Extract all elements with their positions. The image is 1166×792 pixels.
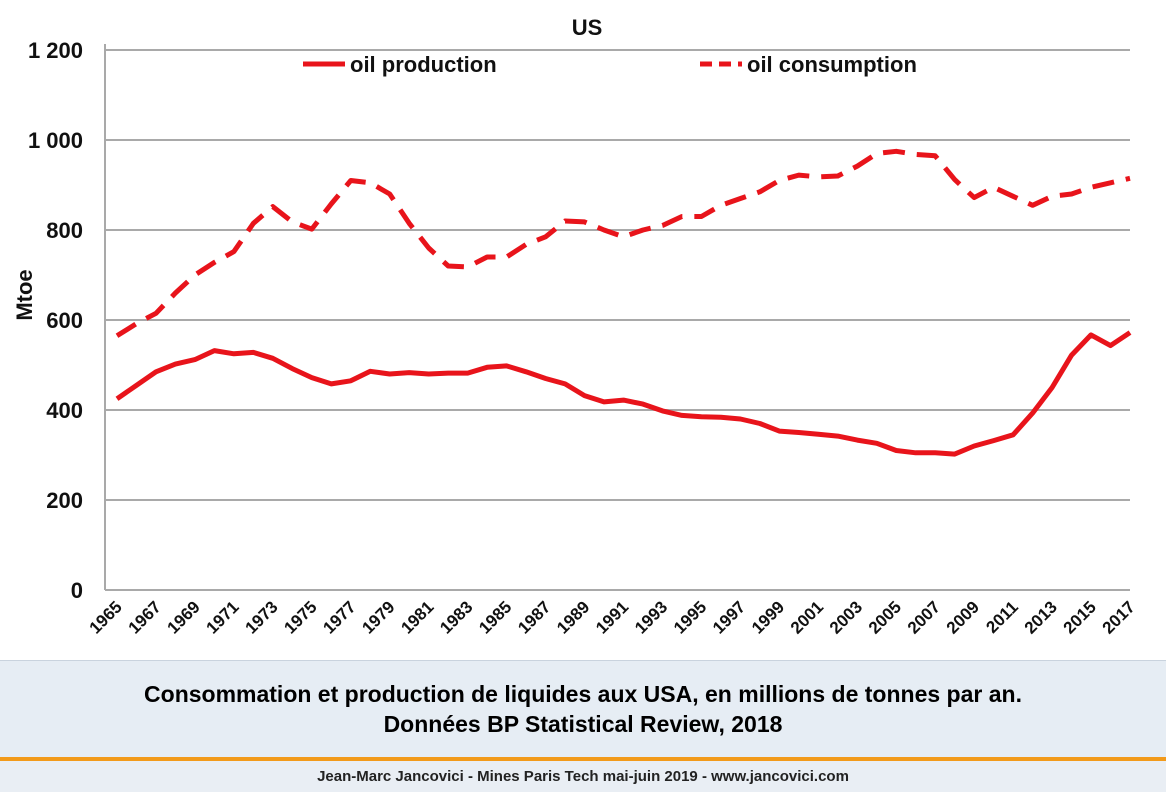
caption-line-2: Données BP Statistical Review, 2018 xyxy=(383,711,783,737)
footer-credit: Jean-Marc Jancovici - Mines Paris Tech m… xyxy=(0,761,1166,792)
x-tick-label: 1987 xyxy=(514,597,554,637)
x-tick-label: 2005 xyxy=(865,597,905,637)
series-line-oil-production xyxy=(115,330,1132,457)
x-tick-label: 1975 xyxy=(280,597,320,637)
y-tick-label: 0 xyxy=(71,578,83,603)
caption-line-1: Consommation et production de liquides a… xyxy=(144,681,1022,707)
x-tick-label: 1983 xyxy=(436,597,476,637)
x-tick-label: 1981 xyxy=(397,597,437,637)
x-tick-label: 2001 xyxy=(787,597,827,637)
x-tick-label: 2017 xyxy=(1099,597,1139,637)
y-axis-label: Mtoe xyxy=(12,269,37,320)
legend-label: oil production xyxy=(350,52,497,77)
x-tick-label: 2003 xyxy=(826,597,866,637)
y-tick-label: 600 xyxy=(46,308,83,333)
x-tick-label: 1967 xyxy=(125,597,165,637)
caption-panel: Consommation et production de liquides a… xyxy=(0,660,1166,759)
x-tick-label: 1973 xyxy=(241,597,281,637)
y-tick-label: 400 xyxy=(46,398,83,423)
x-tick-label: 1979 xyxy=(358,597,398,637)
y-tick-label: 200 xyxy=(46,488,83,513)
x-tick-label: 1985 xyxy=(475,597,515,637)
x-tick-label: 1969 xyxy=(164,597,204,637)
y-tick-label: 800 xyxy=(46,218,83,243)
series-line-oil-consumption xyxy=(115,148,1131,338)
y-tick-label: 1 000 xyxy=(28,128,83,153)
x-tick-label: 2011 xyxy=(982,597,1022,637)
chart-area: 0 200 400 600 800 1 000 1 200 1965 1967 1969 1971 1… xyxy=(12,15,1139,638)
x-tick-label: 2013 xyxy=(1021,597,1061,637)
x-tick-label: 1991 xyxy=(592,597,632,637)
x-tick-label: 1971 xyxy=(203,597,243,637)
x-tick-label: 1997 xyxy=(709,597,749,637)
x-tick-label: 2015 xyxy=(1060,597,1100,637)
x-tick-label: 1965 xyxy=(86,597,126,637)
x-tick-label: 1977 xyxy=(319,597,359,637)
x-tick-label: 2007 xyxy=(904,597,944,637)
x-tick-label: 1989 xyxy=(553,597,593,637)
x-tick-label: 2009 xyxy=(943,597,983,637)
chart-title: US xyxy=(572,15,603,40)
y-tick-label: 1 200 xyxy=(28,38,83,63)
legend-label: oil consumption xyxy=(747,52,917,77)
x-tick-label: 1999 xyxy=(748,597,788,637)
orange-divider xyxy=(0,757,1166,761)
x-tick-label: 1993 xyxy=(631,597,671,637)
x-tick-label: 1995 xyxy=(670,597,710,637)
